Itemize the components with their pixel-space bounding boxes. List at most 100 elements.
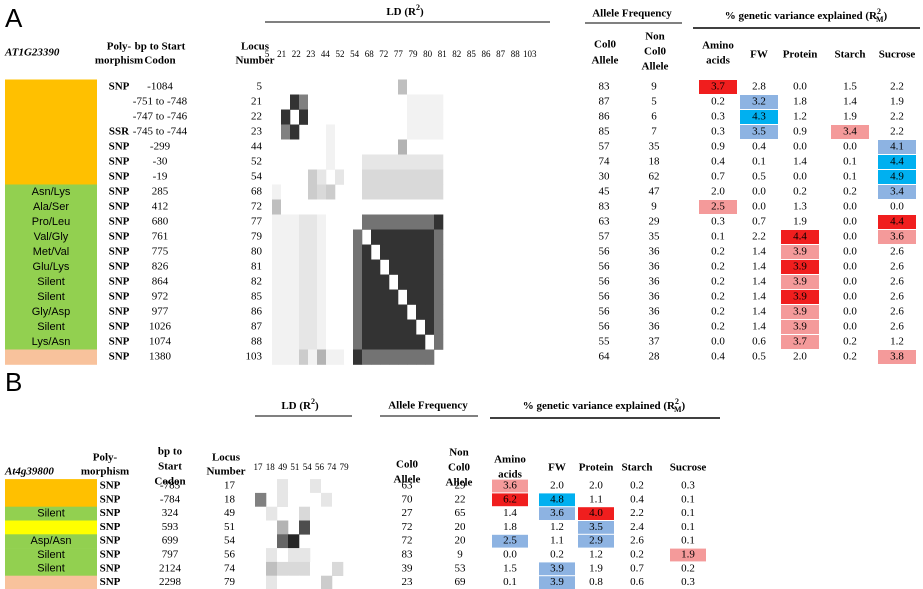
ld-cell — [272, 349, 282, 365]
ld-cell — [407, 244, 417, 260]
ld-cell — [332, 520, 344, 535]
ld-cell — [353, 109, 363, 125]
ld-cell — [308, 289, 318, 305]
ld-cell — [321, 548, 333, 563]
ld-cell — [398, 229, 408, 245]
gene-region-label: Silent — [37, 291, 65, 303]
ld-cell — [326, 334, 336, 350]
non-col0-frequency: 36 — [649, 306, 661, 318]
ld-cell — [425, 199, 435, 215]
ld-cell — [335, 79, 345, 95]
ld-cell — [416, 274, 426, 290]
ld-cell — [389, 109, 399, 125]
ld-cell — [344, 139, 354, 155]
non-col0-frequency: 28 — [649, 351, 661, 363]
locus-number: 88 — [251, 336, 263, 348]
ld-title-part: ) — [315, 400, 319, 412]
variance-highlight — [539, 507, 575, 520]
gene-region — [5, 139, 97, 155]
ld-cell — [398, 124, 408, 140]
polymorphism: SNP — [109, 291, 130, 303]
ld-cell — [317, 229, 327, 245]
variance-highlight — [878, 350, 916, 364]
variance-value: 3.9 — [793, 276, 807, 288]
variance-highlight — [699, 200, 737, 214]
ld-cell — [335, 349, 345, 365]
ld-title-part: LD (R — [386, 6, 417, 18]
ld-cell — [326, 124, 336, 140]
ld-cell — [344, 154, 354, 170]
variance-value: 1.2 — [793, 111, 807, 123]
ld-cell — [326, 109, 336, 125]
ld-cell — [335, 214, 345, 230]
bp-position: 285 — [152, 186, 169, 198]
gene-region-label: Gly/Asp — [32, 306, 71, 318]
ld-title-part: ) — [420, 6, 424, 18]
ld-cell — [434, 154, 444, 170]
variance-value: 0.1 — [681, 493, 695, 505]
non-col0-frequency: 69 — [455, 576, 467, 588]
variance-value: 1.9 — [843, 111, 857, 123]
variance-title-part: ) — [884, 10, 888, 22]
ld-cell — [308, 274, 318, 290]
polymorphism: SNP — [100, 521, 121, 533]
ld-cell — [308, 259, 318, 275]
ld-cell — [389, 304, 399, 320]
ld-cell — [389, 214, 399, 230]
variance-value: 0.6 — [630, 576, 644, 588]
ld-cell — [362, 169, 372, 185]
bp-position: 977 — [152, 306, 169, 318]
ld-cell — [389, 124, 399, 140]
ld-cell — [272, 94, 282, 110]
col0-frequency: 86 — [599, 111, 611, 123]
ld-column-label: 51 — [290, 462, 299, 472]
ld-cell — [344, 184, 354, 200]
ld-cell — [425, 229, 435, 245]
gene-region — [5, 492, 97, 507]
ld-column-label: 17 — [254, 462, 264, 472]
ld-column-label: 85 — [467, 49, 477, 59]
polymorphism: SNP — [100, 480, 121, 492]
variance-value: 2.5 — [711, 201, 725, 213]
ld-cell — [308, 109, 318, 125]
col0-frequency: 56 — [599, 291, 611, 303]
variance-value: 1.1 — [550, 535, 564, 547]
variance-value: 0.7 — [630, 562, 644, 574]
ld-cell — [277, 548, 289, 563]
variance-title-sup: 2 — [877, 7, 881, 16]
panel-label: A — [5, 3, 23, 33]
variance-value: 0.5 — [752, 351, 766, 363]
gene-region — [5, 229, 97, 245]
ld-cell — [362, 199, 372, 215]
ld-cell — [407, 274, 417, 290]
ld-title: LD (R2) — [281, 397, 319, 412]
ld-cell — [317, 184, 327, 200]
variance-value: 2.8 — [752, 81, 766, 93]
ld-cell — [434, 289, 444, 305]
polymorphism: SNP — [109, 231, 130, 243]
polymorphism: SNP — [109, 336, 130, 348]
ld-cell — [335, 169, 345, 185]
locus-number: 44 — [251, 141, 263, 153]
ld-cell — [290, 304, 300, 320]
ld-cell — [335, 274, 345, 290]
bp-position: -19 — [153, 171, 168, 183]
ld-cell — [317, 304, 327, 320]
gene-region — [5, 259, 97, 275]
variance-highlight — [492, 493, 528, 507]
variance-value: 0.2 — [711, 261, 725, 273]
ld-cell — [407, 259, 417, 275]
ld-cell — [326, 184, 336, 200]
ld-cell — [288, 506, 300, 521]
locus-number: 22 — [251, 111, 262, 123]
ld-cell — [353, 259, 363, 275]
variance-highlight — [878, 170, 916, 184]
ld-cell — [398, 139, 408, 155]
ld-cell — [317, 289, 327, 305]
ld-column-label: 72 — [379, 49, 388, 59]
variance-value: 1.2 — [890, 336, 904, 348]
non-col0-frequency: 9 — [651, 81, 657, 93]
gene-region — [5, 214, 97, 230]
variance-value: 3.2 — [752, 96, 766, 108]
ld-cell — [272, 109, 282, 125]
